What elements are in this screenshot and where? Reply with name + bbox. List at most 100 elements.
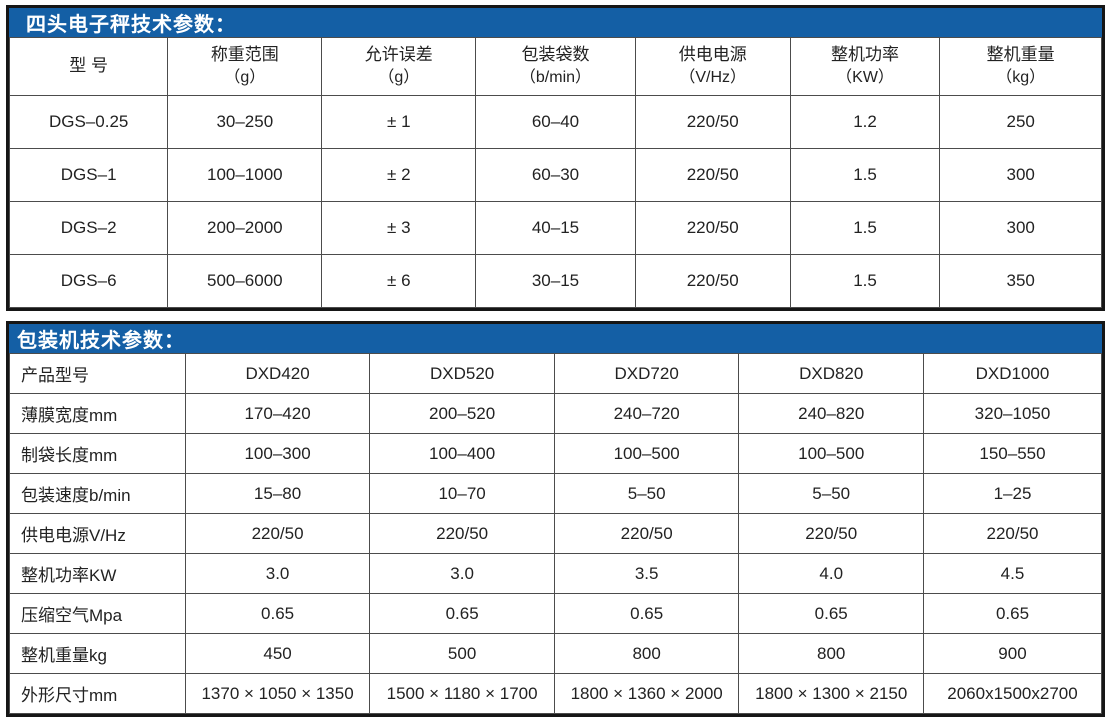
scale-table-cell: 350 — [939, 254, 1102, 308]
packer-row-label: 供电电源V/Hz — [9, 513, 186, 554]
scale-table-cell: ± 1 — [321, 95, 477, 149]
scale-table-row: DGS–6 500–6000 ± 6 30–15 220/50 1.5 350 — [8, 254, 1102, 308]
scale-table-cell: 220/50 — [634, 201, 791, 255]
packer-table-row: 外形尺寸mm 1370 × 1050 × 1350 1500 × 1180 × 17… — [9, 673, 1103, 714]
packer-table-cell: DXD1000 — [922, 353, 1103, 394]
packer-row-label: 制袋长度mm — [9, 433, 186, 474]
packer-table-cell: 220/50 — [922, 513, 1103, 554]
scale-column-header: 型 号 — [8, 37, 169, 96]
packer-spec-table: 产品型号 DXD420 DXD520 DXD720 DXD820 DXD1000 薄膜宽度m… — [9, 353, 1103, 714]
scale-table-cell: 1.5 — [789, 254, 941, 308]
scale-table-cell: ± 6 — [321, 254, 477, 308]
packer-table-cell: 5–50 — [738, 473, 924, 514]
packer-table-cell: 3.0 — [369, 553, 555, 594]
scale-column-header: 供电电源 （V/Hz） — [634, 37, 791, 96]
scale-column-header: 整机重量 （kg） — [939, 37, 1102, 96]
packer-table-cell: DXD820 — [738, 353, 924, 394]
packer-table-cell: 220/50 — [369, 513, 555, 554]
scale-table-cell: 1.5 — [789, 201, 941, 255]
packer-table-cell: 4.5 — [922, 553, 1103, 594]
scale-table-cell: 300 — [939, 201, 1102, 255]
packer-table-cell: 800 — [738, 633, 924, 674]
scale-table-cell: 220/50 — [634, 254, 791, 308]
scale-table-cell: 220/50 — [634, 148, 791, 202]
scale-spec-table: 型 号称重范围 （g） 允许误差 （g） 包装袋数 （b/min） 供电电源 （V/Hz） 整机… — [8, 37, 1102, 308]
packer-table-cell: 0.65 — [553, 593, 740, 634]
packer-table-cell: 10–70 — [369, 473, 555, 514]
packer-table-cell: 900 — [922, 633, 1103, 674]
packer-table-cell: 0.65 — [738, 593, 924, 634]
scale-table-cell: DGS–6 — [8, 254, 169, 308]
scale-table-cell: 30–250 — [167, 95, 323, 149]
packer-row-label: 薄膜宽度mm — [9, 393, 186, 434]
packer-table-row: 包装速度b/min 15–80 10–70 5–50 5–50 1–25 — [9, 473, 1103, 514]
packer-table-cell: 1–25 — [922, 473, 1103, 514]
packer-row-label: 外形尺寸mm — [9, 673, 186, 714]
scale-table-cell: 220/50 — [634, 95, 791, 149]
packer-table-cell: 0.65 — [369, 593, 555, 634]
scale-spec-panel: 四头电子秤技术参数： 型 号称重范围 （g） 允许误差 （g） 包装袋数 （b/min）供… — [6, 5, 1105, 311]
scale-table-cell: 300 — [939, 148, 1102, 202]
packer-table-cell: 800 — [553, 633, 740, 674]
packer-table-row: 压缩空气Mpa 0.65 0.65 0.65 0.65 0.65 — [9, 593, 1103, 634]
packer-row-label: 产品型号 — [9, 353, 186, 394]
packer-table-cell: 200–520 — [369, 393, 555, 434]
packer-table-cell: 450 — [184, 633, 371, 674]
packer-table-cell: 320–1050 — [922, 393, 1103, 434]
scale-table-cell: 40–15 — [475, 201, 636, 255]
packer-table-row: 产品型号 DXD420 DXD520 DXD720 DXD820 DXD1000 — [9, 353, 1103, 394]
scale-table-cell: ± 3 — [321, 201, 477, 255]
packer-table-cell: 3.0 — [184, 553, 371, 594]
scale-table-row: DGS–2 200–2000 ± 3 40–15 220/50 1.5 300 — [8, 201, 1102, 255]
packer-table-cell: 1370 × 1050 × 1350 — [184, 673, 371, 714]
packer-table-cell: 240–820 — [738, 393, 924, 434]
scale-table-cell: 30–15 — [475, 254, 636, 308]
packer-table-cell: 3.5 — [553, 553, 740, 594]
scale-column-header: 整机功率 （KW） — [789, 37, 941, 96]
scale-table-cell: 200–2000 — [167, 201, 323, 255]
packer-table-row: 整机功率KW 3.0 3.0 3.5 4.0 4.5 — [9, 553, 1103, 594]
packer-table-cell: 15–80 — [184, 473, 371, 514]
packer-table-cell: 220/50 — [553, 513, 740, 554]
packer-table-cell: 0.65 — [184, 593, 371, 634]
packer-table-cell: 1800 × 1300 × 2150 — [738, 673, 924, 714]
scale-table-cell: 500–6000 — [167, 254, 323, 308]
packer-row-label: 整机重量kg — [9, 633, 186, 674]
scale-panel-title: 四头电子秤技术参数： — [9, 8, 1102, 37]
packer-table-cell: 1800 × 1360 × 2000 — [553, 673, 740, 714]
packer-table-cell: 170–420 — [184, 393, 371, 434]
scale-table-cell: 250 — [939, 95, 1102, 149]
packer-table-cell: 4.0 — [738, 553, 924, 594]
scale-table-cell: DGS–2 — [8, 201, 169, 255]
packer-row-label: 压缩空气Mpa — [9, 593, 186, 634]
scale-table-row: DGS–1 100–1000 ± 2 60–30 220/50 1.5 300 — [8, 148, 1102, 202]
scale-table-cell: 100–1000 — [167, 148, 323, 202]
packer-table-cell: 0.65 — [922, 593, 1103, 634]
packer-table-cell: DXD420 — [184, 353, 371, 394]
packer-table-cell: 220/50 — [184, 513, 371, 554]
scale-table-cell: ± 2 — [321, 148, 477, 202]
packer-table-row: 薄膜宽度mm 170–420 200–520 240–720 240–820 320–10… — [9, 393, 1103, 434]
packer-row-label: 包装速度b/min — [9, 473, 186, 514]
packer-table-row: 供电电源V/Hz 220/50 220/50 220/50 220/50 220/50 — [9, 513, 1103, 554]
scale-column-header: 允许误差 （g） — [321, 37, 477, 96]
scale-header-row: 型 号称重范围 （g） 允许误差 （g） 包装袋数 （b/min） 供电电源 （V/Hz） 整机… — [8, 37, 1102, 96]
scale-table-cell: 60–30 — [475, 148, 636, 202]
scale-table-cell: DGS–1 — [8, 148, 169, 202]
packer-table-row: 制袋长度mm 100–300 100–400 100–500 100–500 150–55… — [9, 433, 1103, 474]
packer-panel-title: 包装机技术参数： — [9, 324, 1102, 353]
scale-table-row: DGS–0.25 30–250 ± 1 60–40 220/50 1.2 250 — [8, 95, 1102, 149]
packer-table-cell: 220/50 — [738, 513, 924, 554]
packer-spec-panel: 包装机技术参数： 产品型号 DXD420 DXD520 DXD720 DXD820 DXD… — [6, 321, 1105, 717]
packer-table-cell: 150–550 — [922, 433, 1103, 474]
scale-column-header: 称重范围 （g） — [167, 37, 323, 96]
packer-row-label: 整机功率KW — [9, 553, 186, 594]
scale-table-cell: 60–40 — [475, 95, 636, 149]
packer-table-cell: DXD720 — [553, 353, 740, 394]
packer-table-cell: DXD520 — [369, 353, 555, 394]
packer-table-cell: 5–50 — [553, 473, 740, 514]
scale-column-header: 包装袋数 （b/min） — [475, 37, 636, 96]
packer-table-cell: 100–300 — [184, 433, 371, 474]
packer-table-row: 整机重量kg 450 500 800 800 900 — [9, 633, 1103, 674]
